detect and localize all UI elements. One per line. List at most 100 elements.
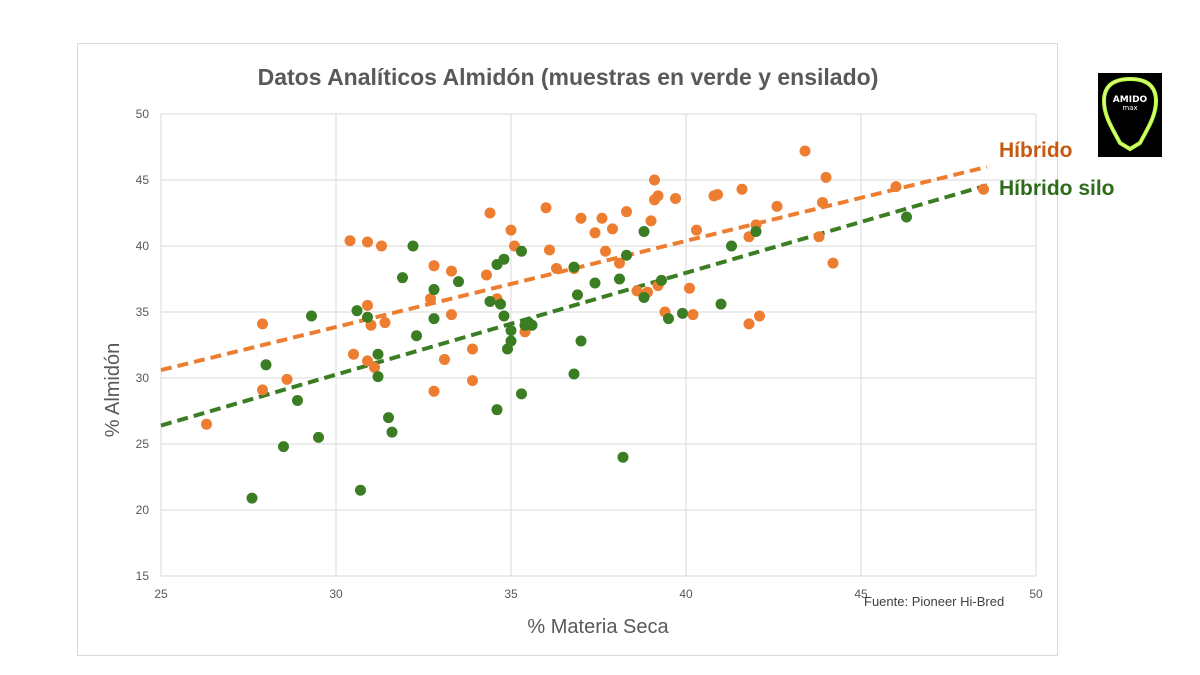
- data-point-series-0: [687, 309, 699, 321]
- data-point-series-1: [516, 388, 527, 400]
- y-tick-label: 15: [136, 569, 150, 583]
- data-point-series-0: [376, 240, 387, 252]
- y-tick-label: 40: [136, 239, 150, 253]
- data-points: [201, 145, 989, 504]
- data-point-series-0: [621, 206, 632, 218]
- amidomax-logo-graphic: AMIDO max: [1101, 76, 1159, 152]
- data-point-series-1: [568, 368, 580, 380]
- x-tick-label: 45: [854, 587, 868, 601]
- data-point-series-1: [428, 284, 440, 296]
- data-point-series-1: [715, 298, 727, 310]
- data-point-series-1: [621, 249, 632, 261]
- x-tick-label: 50: [1029, 587, 1043, 601]
- data-point-series-0: [670, 192, 681, 204]
- data-point-series-0: [362, 236, 373, 248]
- amidomax-logo: AMIDO max: [1098, 73, 1162, 157]
- data-point-series-0: [544, 244, 555, 256]
- data-point-series-0: [736, 183, 748, 195]
- data-point-series-0: [712, 189, 723, 201]
- data-point-series-0: [978, 183, 989, 195]
- data-point-series-0: [820, 171, 832, 183]
- data-point-series-1: [306, 310, 317, 322]
- data-point-series-1: [372, 348, 384, 360]
- data-point-series-0: [684, 282, 695, 294]
- data-point-series-0: [607, 223, 618, 235]
- data-point-series-1: [246, 492, 258, 504]
- y-tick-label: 25: [136, 437, 150, 451]
- data-point-series-1: [663, 313, 674, 325]
- data-point-series-1: [355, 484, 366, 496]
- chart-title: Datos Analíticos Almidón (muestras en ve…: [258, 64, 879, 90]
- data-point-series-0: [754, 310, 765, 322]
- data-point-series-1: [677, 307, 688, 319]
- source-note: Fuente: Pioneer Hi-Bred: [864, 594, 1004, 609]
- data-point-series-0: [467, 343, 478, 355]
- data-point-series-1: [397, 272, 408, 284]
- data-point-series-0: [281, 373, 293, 385]
- data-point-series-0: [813, 231, 825, 243]
- data-point-series-0: [649, 174, 660, 186]
- x-axis-title: % Materia Seca: [527, 616, 669, 638]
- data-point-series-0: [645, 215, 657, 227]
- gridlines: [160, 113, 1037, 577]
- data-point-series-0: [348, 348, 359, 360]
- data-point-series-1: [726, 240, 737, 252]
- data-point-series-0: [771, 200, 783, 212]
- data-point-series-0: [467, 375, 478, 387]
- data-point-series-1: [656, 274, 667, 286]
- x-tick-label: 30: [329, 587, 343, 601]
- data-point-series-1: [383, 412, 394, 424]
- data-point-series-0: [362, 355, 373, 367]
- data-point-series-1: [386, 426, 398, 438]
- data-point-series-1: [498, 253, 510, 265]
- data-point-series-0: [691, 224, 702, 236]
- x-tick-label: 35: [504, 587, 518, 601]
- trendline-series-1: [160, 183, 988, 428]
- data-point-series-0: [743, 318, 755, 330]
- data-point-series-1: [292, 394, 303, 406]
- data-point-series-0: [505, 224, 517, 236]
- data-point-series-0: [589, 227, 601, 239]
- x-tick-label: 40: [679, 587, 693, 601]
- data-point-series-1: [638, 225, 650, 237]
- data-point-series-0: [344, 235, 356, 247]
- data-point-series-1: [278, 441, 289, 453]
- data-point-series-0: [439, 354, 450, 366]
- data-point-series-1: [516, 245, 527, 257]
- data-point-series-0: [379, 317, 391, 329]
- data-point-series-1: [901, 211, 912, 223]
- data-point-series-1: [575, 335, 587, 347]
- data-point-series-1: [505, 335, 517, 347]
- data-point-series-0: [799, 145, 811, 157]
- scatter-chart: Datos Analíticos Almidón (muestras en ve…: [102, 64, 1043, 638]
- data-point-series-0: [428, 385, 440, 397]
- data-point-series-0: [614, 257, 625, 269]
- y-tick-label: 30: [136, 371, 150, 385]
- data-point-series-1: [498, 310, 510, 322]
- tick-labels: 15 20 25 30 35 40 45 50 25 30 35 40 45 50: [136, 107, 1043, 601]
- data-point-series-1: [491, 404, 503, 416]
- x-tick-label: 25: [154, 587, 168, 601]
- data-point-series-1: [568, 261, 580, 273]
- data-point-series-1: [589, 277, 601, 289]
- data-point-series-0: [481, 269, 492, 281]
- data-point-series-0: [827, 257, 839, 269]
- y-tick-label: 20: [136, 503, 150, 517]
- data-point-series-0: [446, 309, 457, 321]
- data-point-series-0: [817, 196, 828, 208]
- data-point-series-0: [446, 265, 457, 277]
- data-point-series-1: [453, 276, 464, 288]
- data-point-series-1: [411, 330, 422, 342]
- data-point-series-1: [484, 295, 496, 307]
- data-point-series-0: [425, 293, 436, 305]
- data-point-series-1: [362, 311, 373, 323]
- data-point-series-0: [631, 285, 643, 297]
- data-point-series-1: [572, 289, 583, 301]
- data-point-series-1: [526, 319, 538, 331]
- data-point-series-0: [201, 418, 212, 430]
- data-point-series-0: [428, 260, 440, 272]
- chart-frame: Datos Analíticos Almidón (muestras en ve…: [77, 43, 1058, 656]
- data-point-series-0: [484, 207, 496, 219]
- y-tick-label: 45: [136, 173, 150, 187]
- data-point-series-1: [260, 359, 272, 371]
